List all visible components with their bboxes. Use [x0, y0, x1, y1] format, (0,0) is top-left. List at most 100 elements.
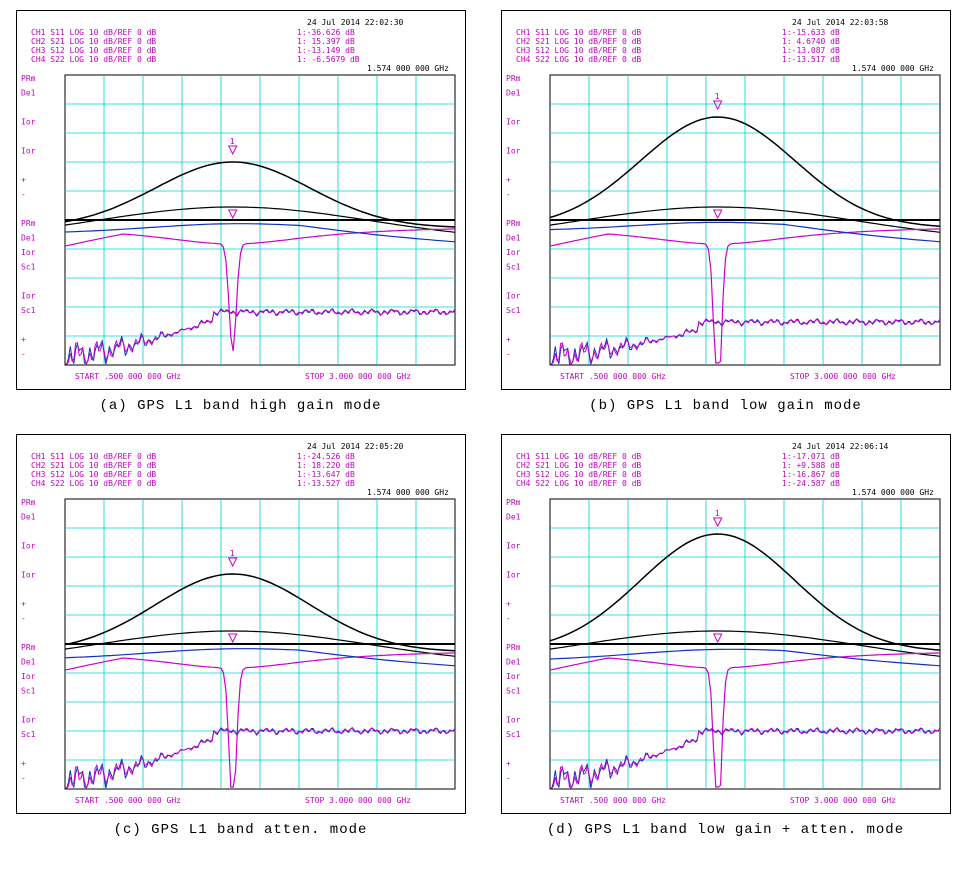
- svg-text:CH4 S22 LOG 10 dB/REF 0 dB: CH4 S22 LOG 10 dB/REF 0 dB: [516, 55, 641, 64]
- svg-text:Sc1: Sc1: [21, 687, 36, 696]
- svg-text:1:-17.071 dB: 1:-17.071 dB: [782, 452, 840, 461]
- svg-text:1:-16.867 dB: 1:-16.867 dB: [782, 470, 840, 479]
- svg-text:1: 4.6740 dB: 1: 4.6740 dB: [782, 37, 840, 46]
- svg-text:CH4 S22 LOG 10 dB/REF 0 dB: CH4 S22 LOG 10 dB/REF 0 dB: [516, 479, 641, 488]
- caption-a: (a) GPS L1 band high gain mode: [99, 398, 381, 414]
- svg-text:START .500 000 000 GHz: START .500 000 000 GHz: [560, 796, 666, 805]
- svg-text:CH2 S21 LOG 10 dB/REF 0 dB: CH2 S21 LOG 10 dB/REF 0 dB: [31, 461, 156, 470]
- svg-text:Ior: Ior: [506, 571, 521, 580]
- svg-text:CH2 S21 LOG 10 dB/REF 0 dB: CH2 S21 LOG 10 dB/REF 0 dB: [31, 37, 156, 46]
- panel-a: 24 Jul 2014 22:02:30 CH1 S11 LOG 10 dB/RE…: [10, 10, 471, 414]
- svg-text:CH1 S11 LOG 10 dB/REF 0 dB: CH1 S11 LOG 10 dB/REF 0 dB: [31, 28, 156, 37]
- svg-text:De1: De1: [506, 89, 521, 98]
- svg-text:De1: De1: [21, 658, 36, 667]
- svg-text:Ior: Ior: [506, 716, 521, 725]
- svg-text:1: 1: [229, 137, 234, 146]
- svg-text:PRm: PRm: [21, 74, 36, 83]
- svg-text:Ior: Ior: [506, 672, 521, 681]
- svg-text:PRm: PRm: [21, 498, 36, 507]
- svg-text:Sc1: Sc1: [21, 263, 36, 272]
- svg-text:De1: De1: [21, 89, 36, 98]
- svg-text:1:-36.626 dB: 1:-36.626 dB: [297, 28, 355, 37]
- svg-text:De1: De1: [506, 658, 521, 667]
- figure-grid: 24 Jul 2014 22:02:30 CH1 S11 LOG 10 dB/RE…: [10, 10, 956, 838]
- svg-text:-: -: [21, 614, 26, 623]
- svg-text:+: +: [21, 759, 26, 768]
- plot-d: 24 Jul 2014 22:06:14 CH1 S11 LOG 10 dB/RE…: [501, 434, 951, 814]
- svg-text:Ior: Ior: [506, 292, 521, 301]
- svg-text:De1: De1: [21, 234, 36, 243]
- svg-text:-: -: [21, 190, 26, 199]
- svg-text:Ior: Ior: [21, 716, 36, 725]
- svg-text:CH3 S12 LOG 10 dB/REF 0 dB: CH3 S12 LOG 10 dB/REF 0 dB: [31, 46, 156, 55]
- svg-text:1: 18.220 dB: 1: 18.220 dB: [297, 461, 355, 470]
- svg-text:-: -: [21, 350, 26, 359]
- caption-d: (d) GPS L1 band low gain + atten. mode: [547, 822, 904, 838]
- svg-text:CH1 S11 LOG 10 dB/REF 0 dB: CH1 S11 LOG 10 dB/REF 0 dB: [31, 452, 156, 461]
- plot-c: 24 Jul 2014 22:05:20 CH1 S11 LOG 10 dB/RE…: [16, 434, 466, 814]
- svg-text:-: -: [21, 774, 26, 783]
- svg-text:CH3 S12 LOG 10 dB/REF 0 dB: CH3 S12 LOG 10 dB/REF 0 dB: [516, 46, 641, 55]
- svg-text:PRm: PRm: [506, 498, 521, 507]
- svg-text:START .500 000 000 GHz: START .500 000 000 GHz: [75, 372, 181, 381]
- svg-text:STOP 3.000 000 000 GHz: STOP 3.000 000 000 GHz: [790, 796, 896, 805]
- svg-text:Sc1: Sc1: [21, 730, 36, 739]
- svg-text:Sc1: Sc1: [21, 306, 36, 315]
- svg-text:Ior: Ior: [506, 542, 521, 551]
- plot-a: 24 Jul 2014 22:02:30 CH1 S11 LOG 10 dB/RE…: [16, 10, 466, 390]
- svg-text:De1: De1: [506, 234, 521, 243]
- svg-text:1: 1: [714, 509, 719, 518]
- svg-text:+: +: [506, 176, 511, 185]
- svg-text:CH3 S12 LOG 10 dB/REF 0 dB: CH3 S12 LOG 10 dB/REF 0 dB: [31, 470, 156, 479]
- svg-text:Ior: Ior: [21, 571, 36, 580]
- svg-text:1:-13.517 dB: 1:-13.517 dB: [782, 55, 840, 64]
- svg-text:PRm: PRm: [21, 643, 36, 652]
- svg-text:1.574 000 000 GHz: 1.574 000 000 GHz: [367, 488, 449, 497]
- svg-text:+: +: [21, 176, 26, 185]
- svg-text:1: 15.397 dB: 1: 15.397 dB: [297, 37, 355, 46]
- caption-b: (b) GPS L1 band low gain mode: [589, 398, 862, 414]
- svg-text:Ior: Ior: [21, 147, 36, 156]
- svg-text:1: 1: [229, 549, 234, 558]
- svg-text:CH4 S22 LOG 10 dB/REF 0 dB: CH4 S22 LOG 10 dB/REF 0 dB: [31, 479, 156, 488]
- svg-text:1:-13.087 dB: 1:-13.087 dB: [782, 46, 840, 55]
- svg-text:+: +: [21, 600, 26, 609]
- svg-text:24 Jul 2014 22:02:30: 24 Jul 2014 22:02:30: [307, 18, 404, 27]
- svg-text:24 Jul 2014 22:06:14: 24 Jul 2014 22:06:14: [792, 442, 889, 451]
- svg-text:+: +: [506, 759, 511, 768]
- svg-text:STOP 3.000 000 000 GHz: STOP 3.000 000 000 GHz: [790, 372, 896, 381]
- panel-b: 24 Jul 2014 22:03:58 CH1 S11 LOG 10 dB/RE…: [495, 10, 956, 414]
- svg-text:1:-13.647 dB: 1:-13.647 dB: [297, 470, 355, 479]
- svg-text:STOP 3.000 000 000 GHz: STOP 3.000 000 000 GHz: [305, 372, 411, 381]
- svg-text:Sc1: Sc1: [506, 730, 521, 739]
- svg-text:CH4 S22 LOG 10 dB/REF 0 dB: CH4 S22 LOG 10 dB/REF 0 dB: [31, 55, 156, 64]
- svg-text:24 Jul 2014 22:05:20: 24 Jul 2014 22:05:20: [307, 442, 404, 451]
- caption-c: (c) GPS L1 band atten. mode: [114, 822, 368, 838]
- svg-text:De1: De1: [21, 513, 36, 522]
- svg-text:START .500 000 000 GHz: START .500 000 000 GHz: [560, 372, 666, 381]
- svg-text:De1: De1: [506, 513, 521, 522]
- svg-text:CH2 S21 LOG 10 dB/REF 0 dB: CH2 S21 LOG 10 dB/REF 0 dB: [516, 461, 641, 470]
- svg-text:CH1 S11 LOG 10 dB/REF 0 dB: CH1 S11 LOG 10 dB/REF 0 dB: [516, 452, 641, 461]
- svg-text:PRm: PRm: [21, 219, 36, 228]
- svg-text:Ior: Ior: [506, 147, 521, 156]
- svg-text:1:-13.149 dB: 1:-13.149 dB: [297, 46, 355, 55]
- svg-text:Sc1: Sc1: [506, 306, 521, 315]
- plot-b: 24 Jul 2014 22:03:58 CH1 S11 LOG 10 dB/RE…: [501, 10, 951, 390]
- svg-text:Ior: Ior: [21, 248, 36, 257]
- svg-text:1:-24.526 dB: 1:-24.526 dB: [297, 452, 355, 461]
- svg-text:Ior: Ior: [506, 248, 521, 257]
- svg-text:Sc1: Sc1: [506, 263, 521, 272]
- svg-text:Sc1: Sc1: [506, 687, 521, 696]
- svg-text:CH1 S11 LOG 10 dB/REF 0 dB: CH1 S11 LOG 10 dB/REF 0 dB: [516, 28, 641, 37]
- svg-text:STOP 3.000 000 000 GHz: STOP 3.000 000 000 GHz: [305, 796, 411, 805]
- svg-text:CH3 S12 LOG 10 dB/REF 0 dB: CH3 S12 LOG 10 dB/REF 0 dB: [516, 470, 641, 479]
- svg-text:1:-15.633 dB: 1:-15.633 dB: [782, 28, 840, 37]
- svg-text:1: -6.5679 dB: 1: -6.5679 dB: [297, 55, 360, 64]
- svg-text:-: -: [506, 614, 511, 623]
- svg-text:1: 1: [714, 92, 719, 101]
- svg-text:PRm: PRm: [506, 74, 521, 83]
- svg-text:24 Jul 2014 22:03:58: 24 Jul 2014 22:03:58: [792, 18, 889, 27]
- svg-text:START .500 000 000 GHz: START .500 000 000 GHz: [75, 796, 181, 805]
- svg-text:-: -: [506, 774, 511, 783]
